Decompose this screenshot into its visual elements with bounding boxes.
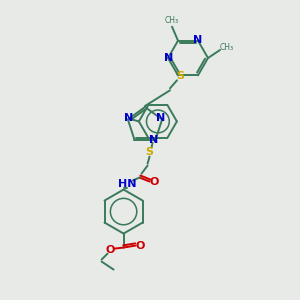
Text: HN: HN	[118, 178, 137, 189]
Text: S: S	[146, 147, 154, 157]
Text: O: O	[136, 241, 145, 250]
Text: CH₃: CH₃	[220, 44, 234, 52]
Text: N: N	[194, 35, 202, 45]
Text: N: N	[164, 53, 174, 63]
Text: N: N	[149, 135, 158, 145]
Text: S: S	[176, 71, 184, 81]
Text: N: N	[157, 113, 166, 123]
Text: CH₃: CH₃	[165, 16, 179, 25]
Text: O: O	[150, 177, 159, 187]
Text: O: O	[106, 244, 115, 255]
Text: N: N	[124, 113, 134, 123]
